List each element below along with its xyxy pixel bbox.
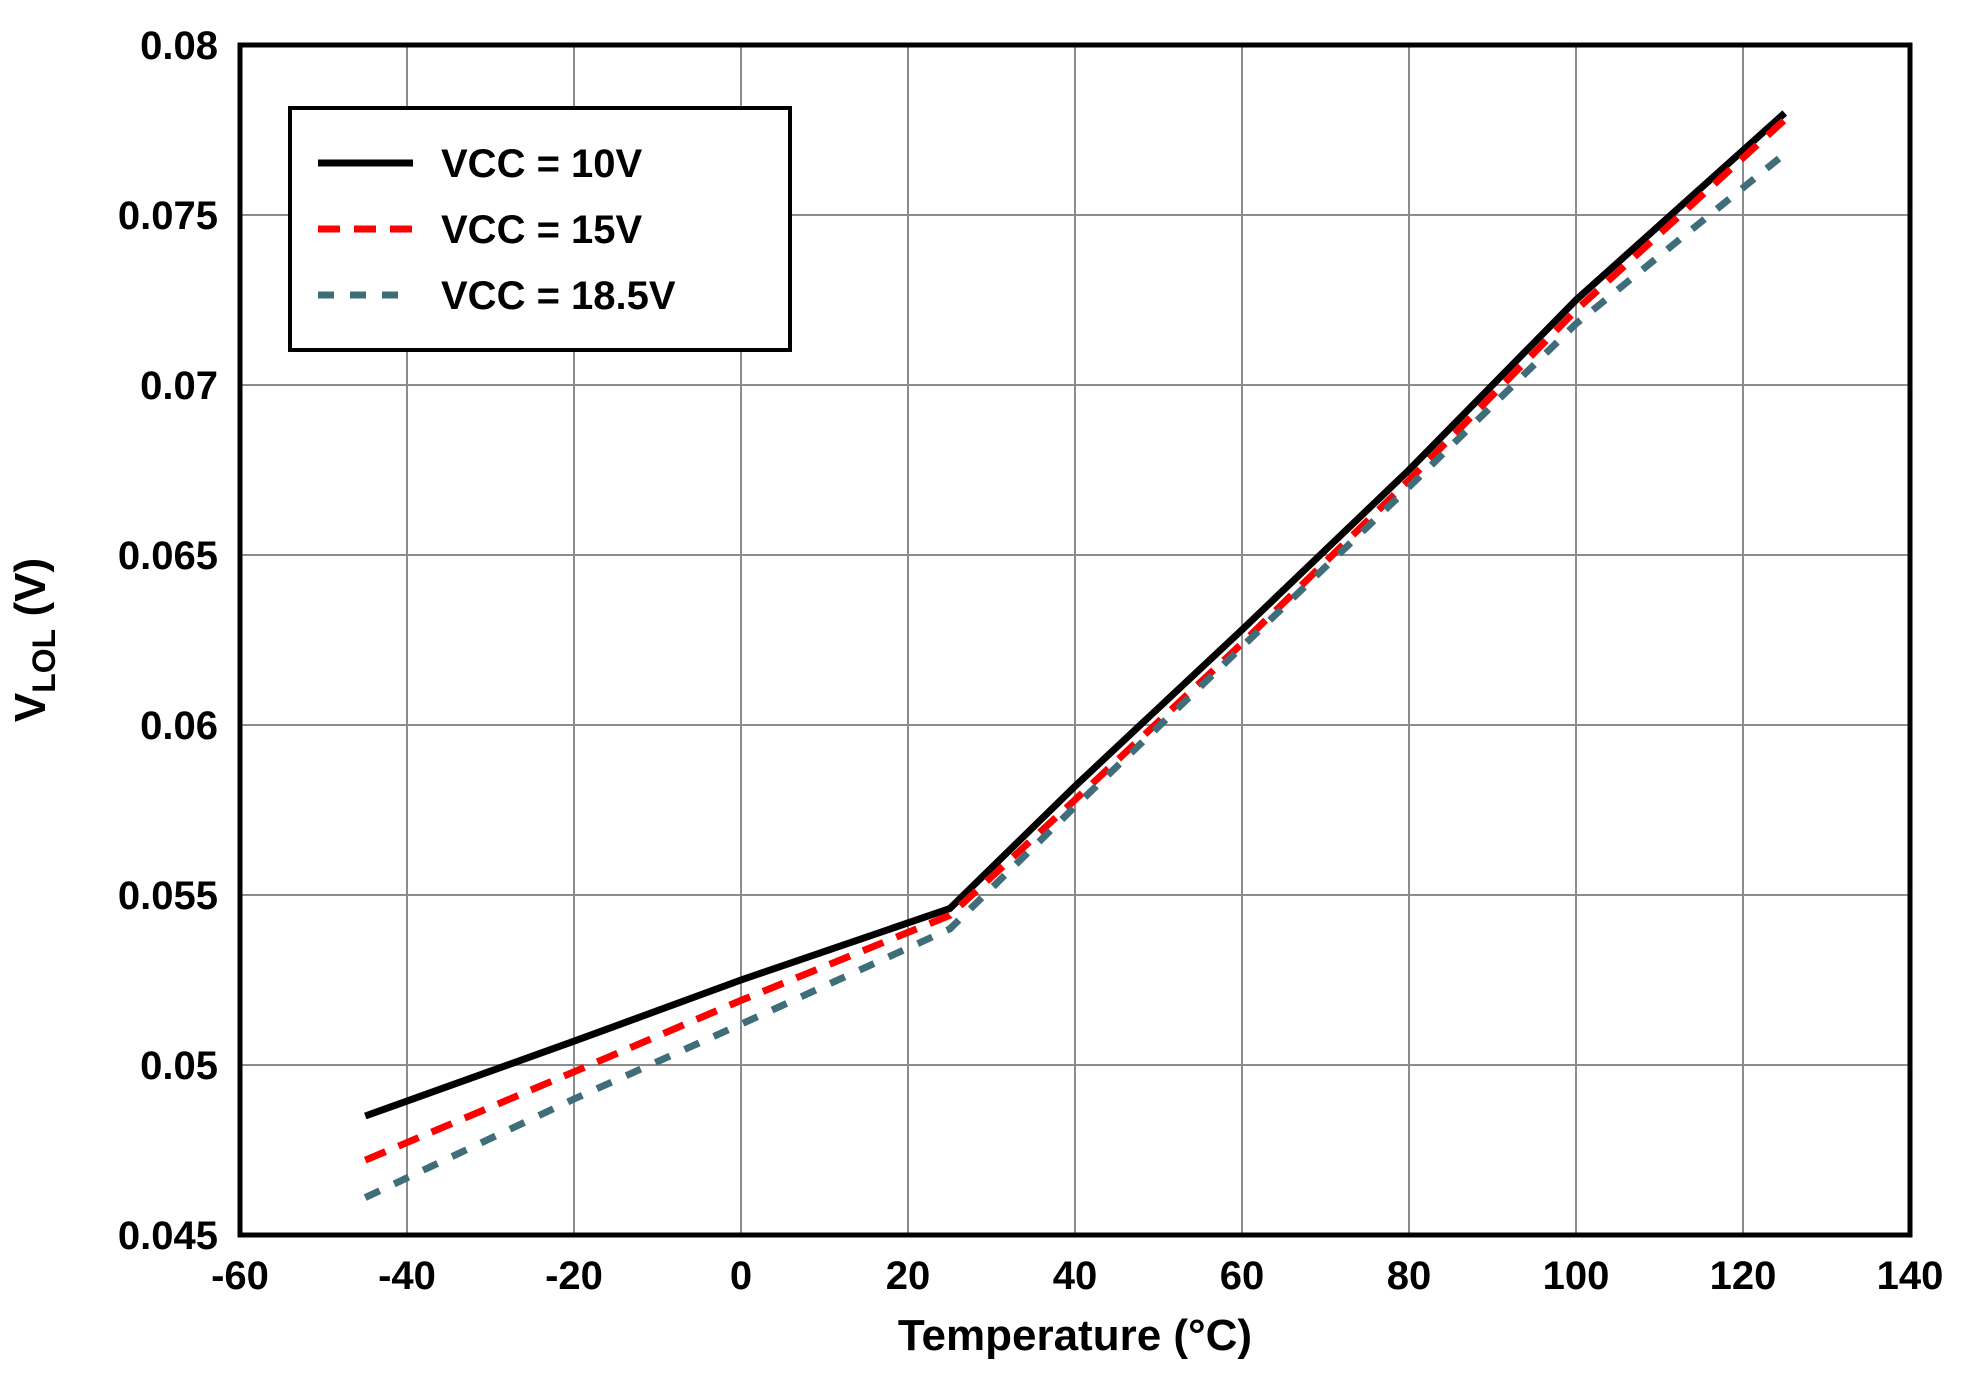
y-tick-label: 0.05 — [140, 1044, 218, 1088]
x-tick-label: 80 — [1387, 1254, 1432, 1298]
y-tick-label: 0.055 — [118, 874, 218, 918]
x-tick-label: 120 — [1710, 1254, 1777, 1298]
y-tick-label: 0.07 — [140, 364, 218, 408]
legend-label-vcc10: VCC = 10V — [441, 142, 643, 186]
y-tick-label: 0.08 — [140, 24, 218, 68]
x-tick-label: -60 — [211, 1254, 269, 1298]
x-tick-label: -40 — [378, 1254, 436, 1298]
legend: VCC = 10V VCC = 15V VCC = 18.5V — [290, 108, 790, 350]
y-tick-label: 0.065 — [118, 534, 218, 578]
x-tick-label: -20 — [545, 1254, 603, 1298]
x-tick-label: 100 — [1543, 1254, 1610, 1298]
legend-label-vcc185: VCC = 18.5V — [441, 274, 676, 318]
x-axis-label: Temperature (°C) — [898, 1311, 1252, 1360]
x-tick-label: 20 — [886, 1254, 931, 1298]
x-tick-label: 140 — [1877, 1254, 1944, 1298]
y-tick-label: 0.045 — [118, 1214, 218, 1258]
chart-container: -60 -40 -20 0 20 40 60 80 100 120 140 Temperature (… — [0, 0, 1970, 1385]
x-tick-label: 0 — [730, 1254, 752, 1298]
y-tick-label: 0.075 — [118, 194, 218, 238]
x-tick-label: 40 — [1053, 1254, 1098, 1298]
line-chart: -60 -40 -20 0 20 40 60 80 100 120 140 Temperature (… — [0, 0, 1970, 1385]
legend-label-vcc15: VCC = 15V — [441, 208, 643, 252]
x-tick-label: 60 — [1220, 1254, 1265, 1298]
y-tick-label: 0.06 — [140, 704, 218, 748]
